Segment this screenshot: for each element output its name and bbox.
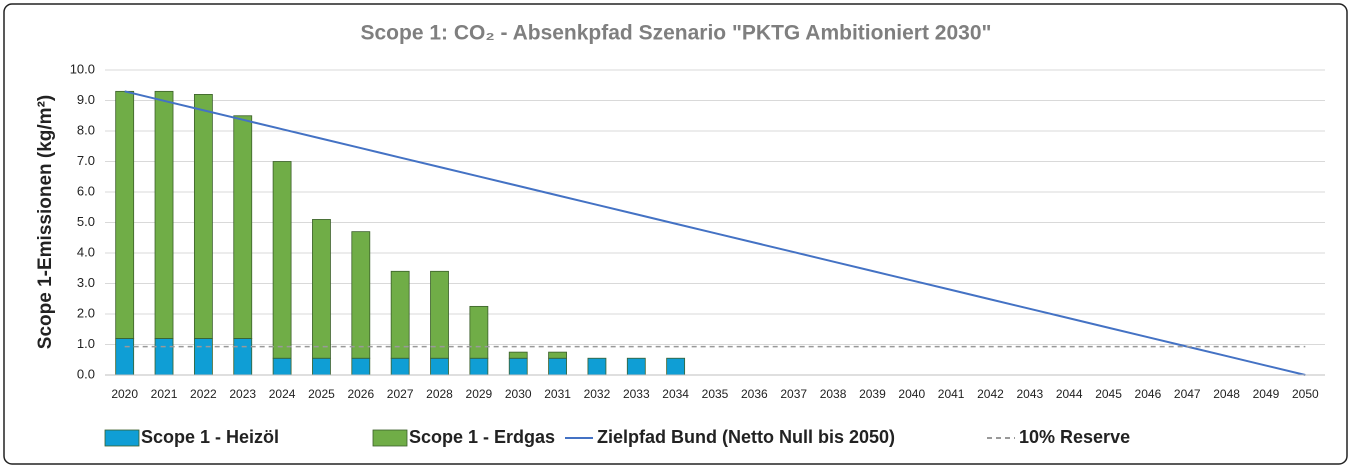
bar [548,351,567,359]
line [124,90,1306,376]
bar [469,357,489,376]
x-tick-label: 2021 [151,387,178,401]
x-tick-label: 2024 [269,387,296,401]
bar [469,305,489,359]
x-tick-label: 2049 [1253,387,1280,401]
x-tick-label: 2048 [1213,387,1240,401]
bar [312,219,331,359]
x-tick-label: 2022 [190,387,217,401]
x-tick-label: 2026 [347,387,374,401]
x-tick-label: 2046 [1135,387,1162,401]
bar [508,351,528,359]
bar [548,357,567,376]
x-tick-label: 2047 [1174,387,1201,401]
bar [193,337,213,376]
x-tick-label: 2038 [820,387,847,401]
bar [351,231,371,359]
y-tick-label: 1.0 [77,336,95,351]
chart-title: Scope 1: CO₂ - Absenkpfad Szenario "PKTG… [361,22,992,45]
y-axis-label: Scope 1-Emissionen (kg/m²) [35,95,56,349]
bar [390,357,410,376]
bar [351,357,371,376]
x-tick-label: 2036 [741,387,768,401]
x-tick-label: 2034 [662,387,689,401]
x-tick-label: 2035 [702,387,729,401]
bar [272,161,292,359]
x-tick-label: 2045 [1095,387,1122,401]
bar [154,337,174,376]
y-tick-label: 10.0 [70,61,95,76]
y-tick-label: 4.0 [77,244,95,259]
x-tick-label: 2042 [977,387,1004,401]
bar [587,357,607,376]
bar [115,337,135,376]
x-tick-label: 2030 [505,387,532,401]
x-tick-label: 2023 [229,387,256,401]
legend-swatch [372,429,408,447]
bar [390,270,410,359]
y-tick-label: 9.0 [77,92,95,107]
bar [233,337,253,376]
bar [272,357,292,376]
x-tick-label: 2039 [859,387,886,401]
chart-frame [3,3,1348,465]
x-tick-label: 2020 [111,387,138,401]
x-tick-label: 2032 [584,387,611,401]
x-tick-label: 2029 [466,387,493,401]
x-tick-label: 2041 [938,387,965,401]
x-tick-label: 2043 [1016,387,1043,401]
x-tick-label: 2050 [1292,387,1319,401]
y-tick-label: 7.0 [77,153,95,168]
x-tick-label: 2028 [426,387,453,401]
bar [430,270,449,359]
x-tick-label: 2044 [1056,387,1083,401]
y-tick-label: 0.0 [77,366,95,381]
x-tick-label: 2033 [623,387,650,401]
bar [193,94,213,339]
x-tick-label: 2037 [780,387,807,401]
bar [666,357,686,376]
bar [115,90,135,339]
legend-swatch [104,429,140,447]
legend-label: Scope 1 - Erdgas [409,427,555,447]
y-tick-label: 5.0 [77,214,95,229]
y-tick-label: 8.0 [77,122,95,137]
legend-label: Zielpfad Bund (Netto Null bis 2050) [597,427,895,447]
y-tick-label: 6.0 [77,183,95,198]
bar [508,357,528,376]
legend-label: Scope 1 - Heizöl [141,427,279,447]
bar [312,357,331,376]
bar [154,90,174,339]
bar [430,357,449,376]
x-tick-label: 2027 [387,387,414,401]
y-tick-label: 2.0 [77,305,95,320]
bar [233,115,253,339]
legend-label: 10% Reserve [1019,427,1130,447]
bar [626,357,646,376]
y-tick-label: 3.0 [77,275,95,290]
x-tick-label: 2025 [308,387,335,401]
x-tick-label: 2040 [898,387,925,401]
x-tick-label: 2031 [544,387,571,401]
